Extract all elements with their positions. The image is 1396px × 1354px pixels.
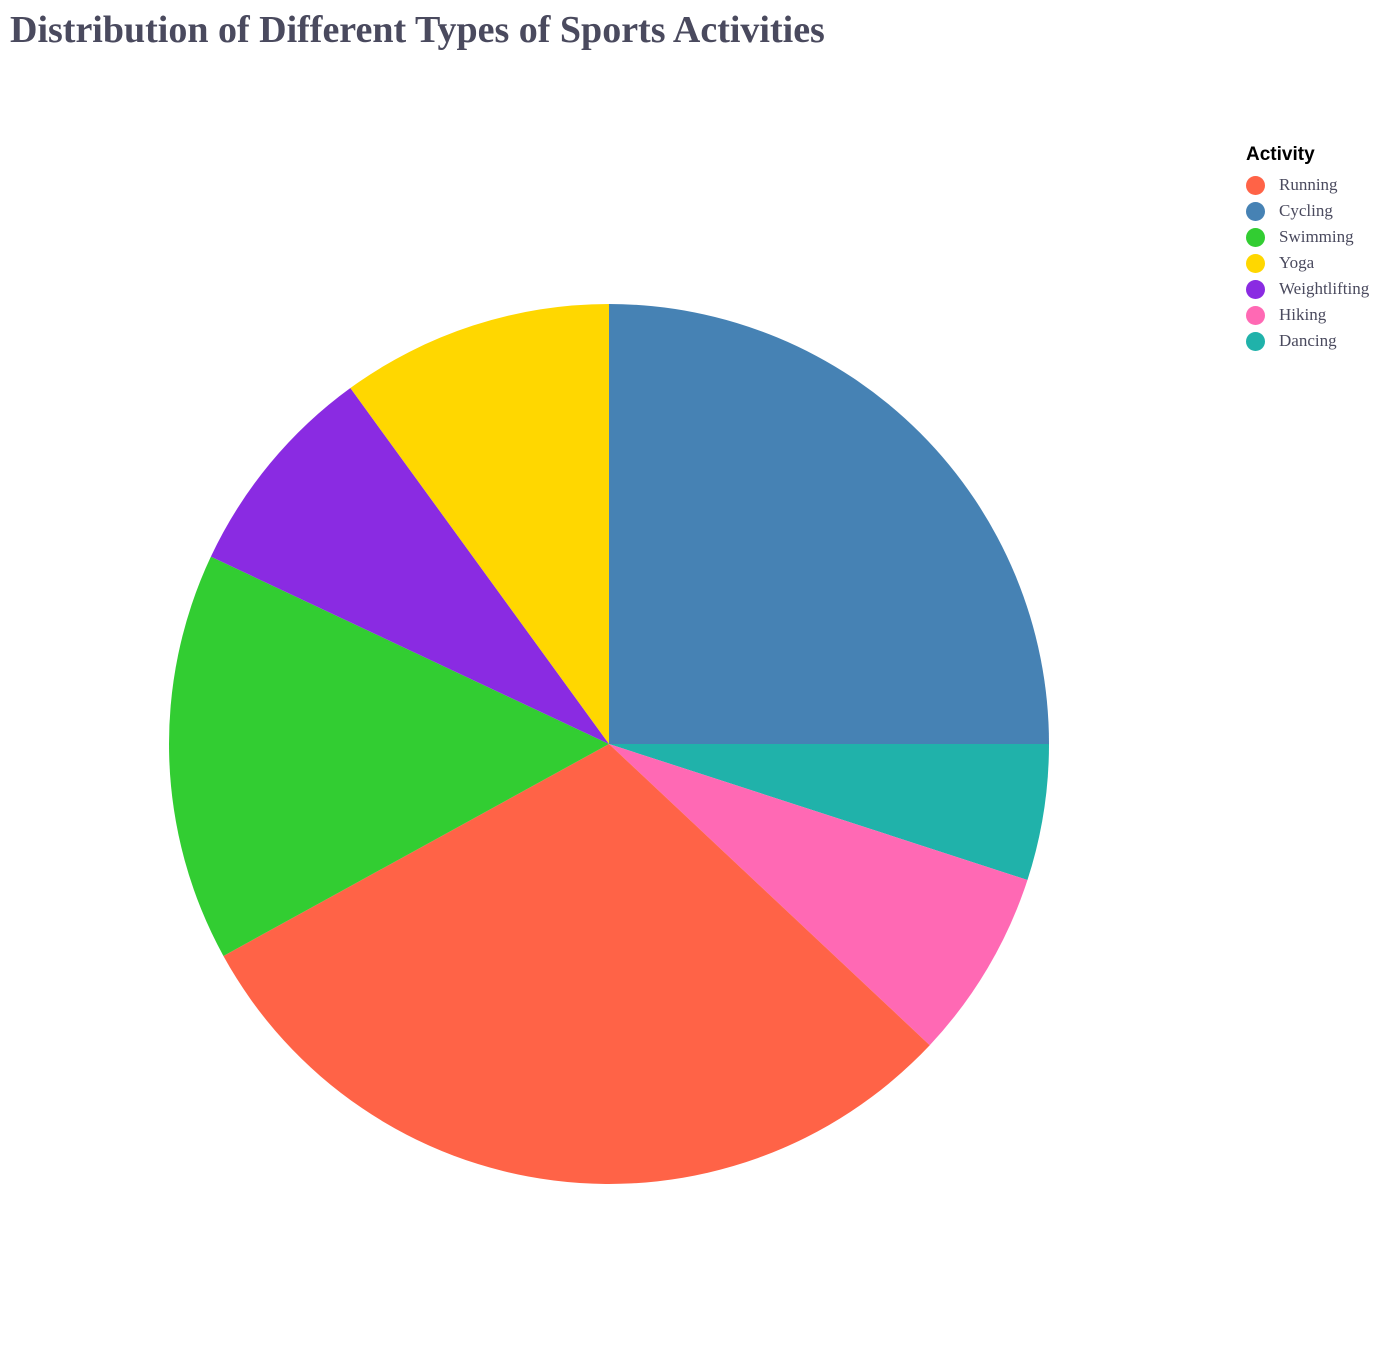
- slice-weightlifting[interactable]: [210, 388, 609, 744]
- legend-title: Activity: [1246, 144, 1315, 165]
- slice-running[interactable]: [223, 744, 930, 1184]
- legend-swatch-hiking: [1246, 305, 1265, 325]
- legend-item-weightlifting[interactable]: Weightlifting: [1246, 276, 1369, 302]
- slice-cycling[interactable]: [609, 304, 1049, 744]
- legend-label: Swimming: [1279, 227, 1354, 246]
- slice-yoga[interactable]: [350, 304, 609, 744]
- slice-hiking[interactable]: [609, 744, 1028, 1046]
- pie-slices: [169, 304, 1049, 1184]
- legend-item-yoga[interactable]: Yoga: [1246, 250, 1369, 276]
- legend-label: Cycling: [1279, 201, 1333, 220]
- legend-label: Weightlifting: [1279, 279, 1370, 298]
- slice-dancing[interactable]: [609, 744, 1049, 880]
- legend-item-running[interactable]: Running: [1246, 172, 1369, 198]
- legend-item-cycling[interactable]: Cycling: [1246, 198, 1369, 224]
- legend-label: Dancing: [1279, 331, 1337, 350]
- legend-label: Yoga: [1279, 253, 1315, 272]
- legend-item-dancing[interactable]: Dancing: [1246, 328, 1369, 354]
- legend-item-swimming[interactable]: Swimming: [1246, 224, 1369, 250]
- legend-item-hiking[interactable]: Hiking: [1246, 302, 1369, 328]
- legend: Activity Running Cycling Swimming Yoga Weigh…: [1246, 144, 1369, 354]
- legend-label: Running: [1279, 175, 1338, 194]
- legend-swatch-swimming: [1246, 227, 1265, 247]
- chart-title: Distribution of Different Types of Sport…: [10, 9, 825, 51]
- legend-swatch-dancing: [1246, 331, 1265, 351]
- legend-label: Hiking: [1279, 305, 1327, 324]
- legend-swatch-cycling: [1246, 201, 1265, 221]
- slice-swimming[interactable]: [169, 556, 609, 956]
- legend-swatch-yoga: [1246, 253, 1265, 273]
- legend-swatch-weightlifting: [1246, 279, 1265, 299]
- legend-items: Running Cycling Swimming Yoga Weightlifting H…: [1246, 172, 1369, 354]
- legend-swatch-running: [1246, 175, 1265, 195]
